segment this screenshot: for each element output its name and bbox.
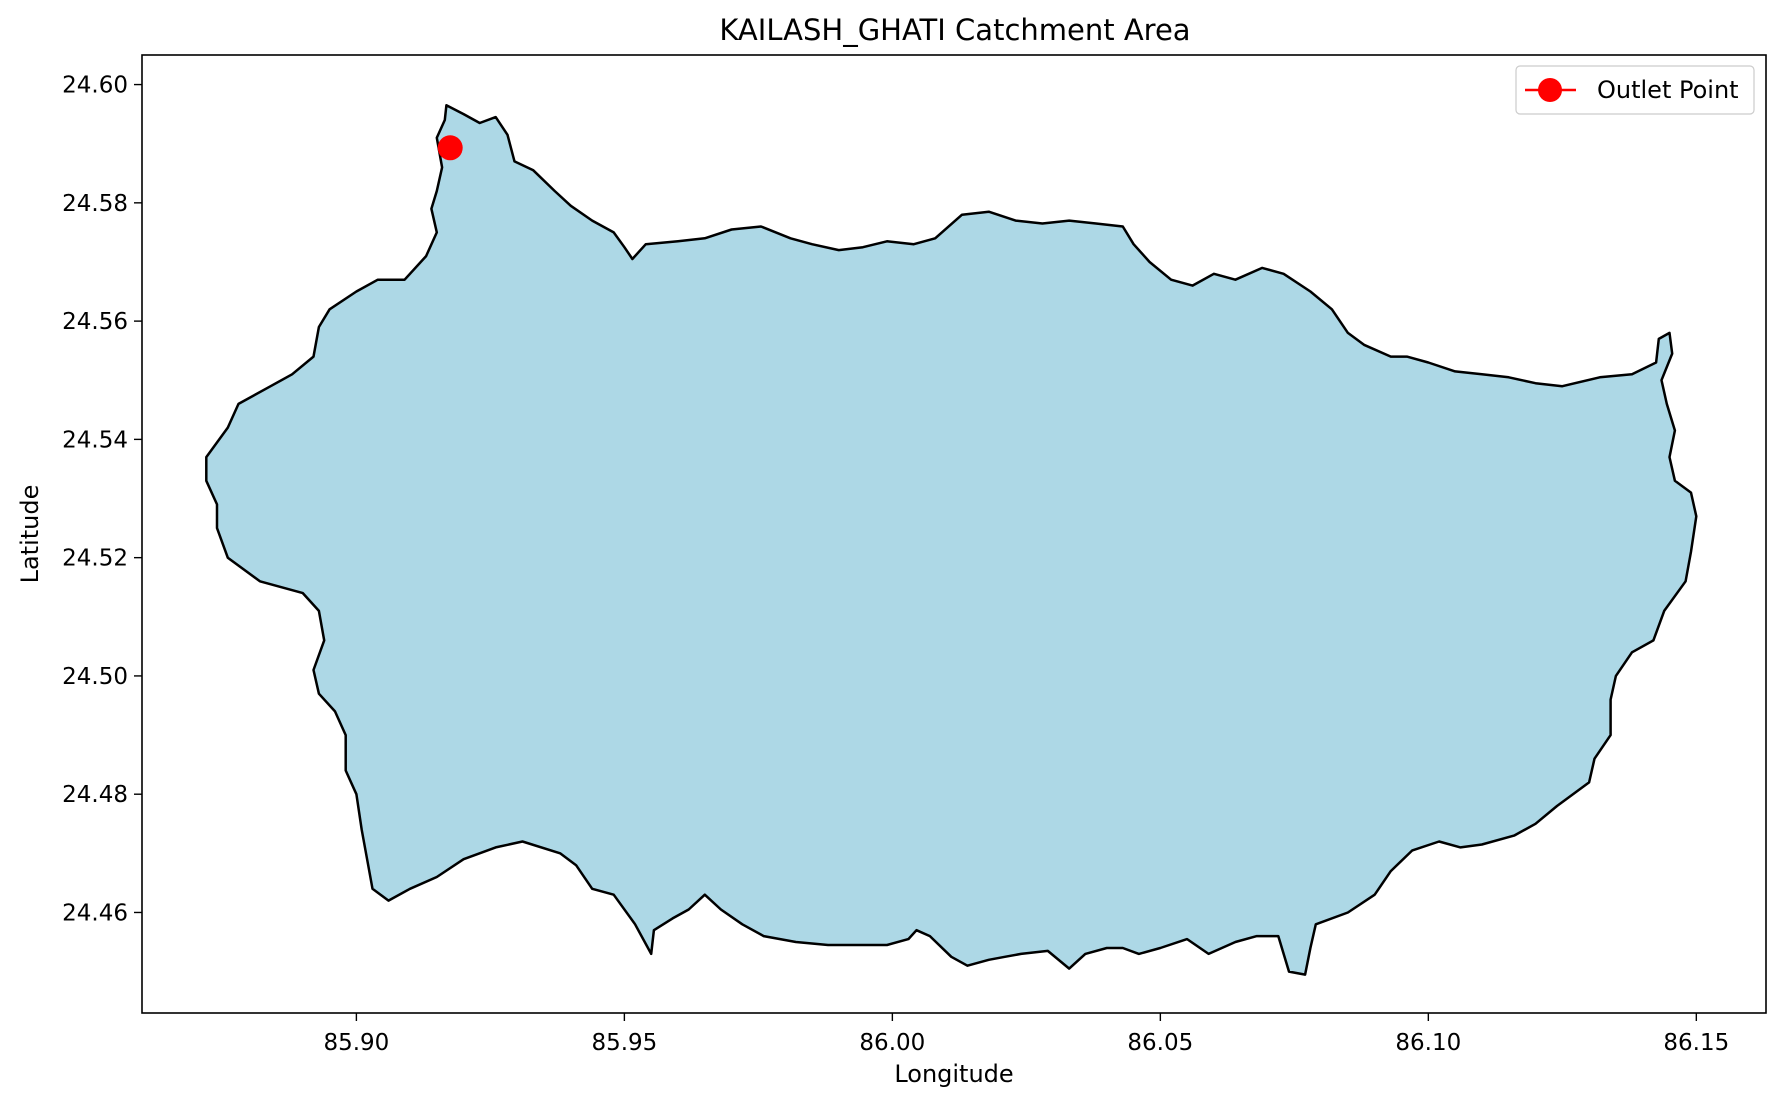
catchment-polygon [205, 104, 1698, 976]
y-tick-label: 24.46 [62, 900, 128, 926]
legend-box [1515, 65, 1755, 115]
x-tick-label: 85.90 [323, 1030, 389, 1056]
y-tick-label: 24.56 [62, 309, 128, 335]
y-tick-label: 24.50 [62, 664, 128, 690]
outlet-point-marker [437, 135, 463, 161]
legend-entry-outlet-point: Outlet Point [1597, 76, 1739, 104]
y-axis-ticks: 24.46 24.48 24.50 24.52 24.54 24.56 24.58 24.60 [62, 73, 142, 926]
y-axis-label: Latitude [16, 485, 44, 584]
legend-marker-swatch [1538, 78, 1562, 102]
chart-title: KAILASH_GHATI Catchment Area [719, 13, 1190, 47]
y-tick-label: 24.48 [62, 782, 128, 808]
x-tick-label: 85.95 [591, 1030, 657, 1056]
x-tick-label: 86.15 [1663, 1030, 1729, 1056]
y-tick-label: 24.58 [62, 191, 128, 217]
x-tick-label: 86.05 [1127, 1030, 1193, 1056]
y-tick-label: 24.60 [62, 73, 128, 99]
x-tick-label: 86.00 [859, 1030, 925, 1056]
x-axis-label: Longitude [894, 1060, 1013, 1088]
plot-area [205, 104, 1698, 976]
axes-frame [141, 54, 1767, 1014]
y-tick-label: 24.54 [62, 427, 128, 453]
x-tick-label: 86.10 [1395, 1030, 1461, 1056]
legend: Outlet Point [1515, 65, 1755, 115]
x-axis-ticks: 85.90 85.95 86.00 86.05 86.10 86.15 [323, 1013, 1729, 1056]
y-tick-label: 24.52 [62, 546, 128, 572]
